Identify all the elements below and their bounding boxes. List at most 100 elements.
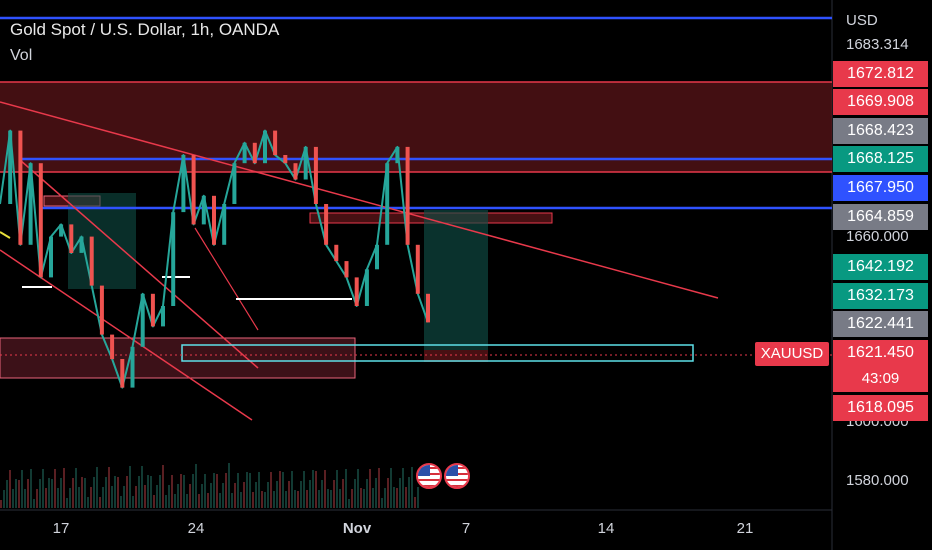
volume-bar (210, 483, 212, 508)
volume-bar (234, 483, 236, 508)
volume-bar (36, 489, 38, 508)
volume-bar (111, 486, 113, 508)
volume-bar (180, 474, 182, 508)
x-tick: 7 (461, 520, 471, 537)
volume-bar (171, 475, 173, 508)
candle (38, 163, 43, 278)
volume-bar (279, 471, 281, 508)
price-badge: 1632.173 (833, 283, 928, 309)
volume-bar (381, 498, 383, 508)
candle (313, 146, 318, 204)
y-tick-1580: 1580.000 (846, 472, 909, 489)
volume-bar (336, 470, 338, 508)
volume-bar (225, 473, 227, 508)
chart-title: Gold Spot / U.S. Dollar, 1h, OANDA (10, 20, 280, 39)
volume-bar (411, 467, 413, 508)
us-flag-icon[interactable] (416, 463, 442, 489)
volume-bar (393, 487, 395, 508)
volume-bar (93, 477, 95, 508)
volume-bar (300, 481, 302, 508)
volume-bar (78, 487, 80, 508)
candle (69, 224, 74, 253)
y-tick-1683: 1683.314 (846, 36, 909, 53)
indicator-label[interactable]: Vol (10, 47, 33, 64)
volume-bar (102, 487, 104, 508)
volume-bar (267, 482, 269, 508)
volume-bar (339, 489, 341, 508)
volume-bar (156, 485, 158, 508)
volume-bar (174, 494, 176, 508)
volume-bar (306, 490, 308, 508)
volume-bar (354, 479, 356, 508)
price-badge: 1667.950 (833, 175, 928, 201)
volume-bar (30, 469, 32, 508)
volume-bar (414, 497, 416, 508)
candle (28, 163, 33, 245)
candle (171, 212, 176, 306)
volume-bar (390, 468, 392, 508)
volume-bar (48, 478, 50, 508)
volume-bar (360, 488, 362, 508)
x-tick: 14 (597, 520, 615, 537)
volume-bar (15, 479, 17, 508)
volume-bar (18, 480, 20, 508)
price-badge: 1618.095 (833, 395, 928, 421)
candle (415, 244, 420, 294)
volume-bar (342, 479, 344, 508)
volume-bar (129, 466, 131, 508)
volume-bar (402, 468, 404, 508)
volume-bar (153, 495, 155, 508)
volume-bar (33, 499, 35, 508)
volume-bar (27, 479, 29, 508)
volume-bar (387, 478, 389, 508)
volume-bar (228, 463, 230, 508)
x-tick: Nov (342, 520, 372, 537)
volume-bar (372, 488, 374, 508)
volume-bar (123, 486, 125, 508)
volume-bar (318, 490, 320, 508)
volume-bar (396, 488, 398, 508)
currency-label[interactable]: USD (846, 12, 878, 29)
candle (324, 204, 329, 245)
volume-bar (147, 475, 149, 508)
volume-bar (87, 497, 89, 508)
volume-bar (99, 497, 101, 508)
volume-bar (3, 490, 5, 508)
candle (375, 244, 379, 270)
volume-bar (261, 491, 263, 508)
volume-bar (159, 475, 161, 508)
volume-bar (90, 487, 92, 508)
volume-bar (150, 476, 152, 508)
volume-bar (189, 484, 191, 508)
volume-bar (417, 487, 419, 508)
volume-bar (204, 474, 206, 508)
volume-bar (81, 477, 83, 508)
volume-bar (231, 493, 233, 508)
price-badge: 1668.423 (833, 118, 928, 144)
volume-bar (408, 477, 410, 508)
volume-bar (303, 471, 305, 508)
candle (344, 261, 349, 278)
price-badge: 1642.192 (833, 254, 928, 280)
volume-bar (243, 482, 245, 508)
volume-bar (258, 472, 260, 508)
candle (150, 293, 155, 327)
candle (8, 130, 13, 204)
volume-bars (0, 463, 419, 508)
volume-bar (24, 489, 26, 508)
volume-bar (138, 476, 140, 508)
volume-bar (363, 489, 365, 508)
volume-bar (12, 489, 14, 508)
volume-bar (255, 482, 257, 508)
volume-bar (177, 484, 179, 508)
volume-bar (276, 481, 278, 508)
price-badge-current: 1621.450 (833, 340, 928, 366)
us-flag-icon[interactable] (444, 463, 470, 489)
candle (49, 236, 53, 278)
volume-bar (321, 480, 323, 508)
volume-bar (222, 483, 224, 508)
volume-bar (216, 474, 218, 508)
volume-bar (141, 466, 143, 508)
volume-bar (357, 469, 359, 508)
